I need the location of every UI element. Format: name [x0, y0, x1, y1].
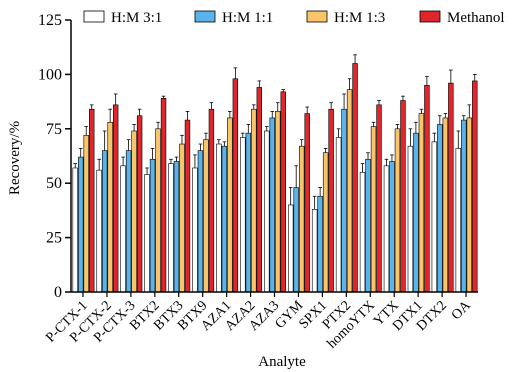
bar-h-m-1-3-p-ctx-3 — [131, 130, 137, 293]
bar-methanol-btx2 — [160, 98, 167, 293]
bar-h-m-1-1-spx1 — [317, 195, 323, 293]
legend-swatch — [83, 10, 105, 23]
bar-h-m-1-1-btx2 — [149, 158, 156, 293]
bar-h-m-3-1-p-ctx-1 — [72, 167, 78, 293]
bar-h-m-3-1-dtx1 — [407, 145, 414, 293]
bar-methanol-btx9 — [208, 108, 215, 293]
bar-h-m-3-1-dtx2 — [431, 141, 438, 293]
bar-h-m-1-3-ytx — [394, 128, 401, 293]
bar-methanol-ytx — [400, 100, 406, 293]
bar-h-m-1-3-aza2 — [251, 108, 257, 293]
bar-methanol-p-ctx-1 — [89, 108, 95, 293]
bar-h-m-1-1-oa — [461, 119, 467, 293]
bar-h-m-1-3-p-ctx-2 — [107, 121, 113, 293]
bar-h-m-1-3-p-ctx-1 — [83, 135, 89, 293]
bar-methanol-aza1 — [232, 78, 239, 293]
bar-h-m-3-1-aza2 — [240, 137, 246, 293]
legend-swatch — [419, 10, 441, 23]
bar-h-m-1-3-aza1 — [227, 117, 233, 293]
bar-h-m-3-1-homoytx — [359, 172, 366, 293]
bar-h-m-1-1-aza2 — [245, 132, 252, 293]
legend-label: Methanol — [447, 10, 505, 26]
bar-h-m-1-1-aza3 — [269, 117, 275, 293]
bar-h-m-3-1-spx1 — [311, 209, 318, 293]
bar-h-m-3-1-btx9 — [192, 167, 198, 293]
bar-methanol-aza2 — [256, 87, 263, 293]
bar-methanol-ptx2 — [352, 63, 358, 293]
bar-h-m-1-1-dtx2 — [437, 124, 443, 293]
bar-h-m-1-1-gym — [293, 187, 299, 293]
bar-h-m-3-1-aza3 — [264, 130, 270, 293]
bar-methanol-dtx2 — [448, 82, 454, 293]
bar-h-m-1-3-btx3 — [179, 143, 185, 293]
legend-swatch — [194, 10, 216, 23]
legend-label: H:M 3:1 — [111, 10, 162, 26]
bar-h-m-1-1-p-ctx-1 — [78, 156, 84, 293]
y-tick-label: 100 — [38, 66, 62, 83]
bar-h-m-3-1-p-ctx-3 — [120, 165, 126, 293]
bars — [72, 63, 478, 293]
bar-h-m-3-1-aza1 — [216, 143, 222, 293]
bar-h-m-3-1-p-ctx-2 — [96, 169, 102, 293]
y-tick-label: 25 — [46, 230, 62, 247]
bar-h-m-1-3-btx2 — [155, 128, 161, 293]
bar-h-m-1-3-aza3 — [275, 111, 281, 293]
x-axis-title: Analyte — [258, 354, 306, 370]
bar-h-m-1-3-oa — [466, 117, 472, 293]
y-axis-title: Recovery/% — [7, 121, 23, 195]
bar-h-m-1-1-ytx — [389, 161, 395, 293]
bar-methanol-homoytx — [376, 104, 382, 293]
bar-methanol-p-ctx-3 — [136, 115, 143, 293]
y-tick-label: 75 — [46, 121, 62, 138]
legend-label: H:M 1:1 — [222, 10, 273, 26]
bar-h-m-3-1-ptx2 — [335, 137, 342, 293]
bar-h-m-1-3-ptx2 — [346, 89, 353, 293]
bar-h-m-3-1-oa — [455, 148, 461, 293]
bar-h-m-1-1-btx9 — [197, 150, 204, 293]
y-tick-label: 50 — [46, 175, 62, 192]
bar-h-m-1-1-p-ctx-3 — [125, 150, 132, 293]
error-bars — [73, 54, 477, 210]
bar-h-m-1-1-p-ctx-2 — [101, 150, 108, 293]
bar-h-m-1-1-ptx2 — [341, 108, 347, 293]
bar-methanol-spx1 — [328, 108, 334, 293]
bar-h-m-3-1-gym — [287, 204, 294, 293]
bar-h-m-1-3-homoytx — [370, 126, 377, 293]
bar-h-m-1-3-btx9 — [203, 139, 209, 293]
y-tick-label: 0 — [54, 284, 62, 301]
bar-methanol-dtx1 — [424, 84, 430, 293]
bar-methanol-aza3 — [280, 91, 286, 293]
bar-h-m-1-1-aza1 — [221, 145, 228, 293]
bar-h-m-1-1-homoytx — [365, 158, 371, 293]
y-tick-label: 125 — [38, 12, 62, 29]
bar-h-m-3-1-btx2 — [144, 174, 150, 293]
bar-h-m-3-1-btx3 — [168, 163, 174, 293]
bar-methanol-p-ctx-2 — [112, 104, 119, 293]
bar-h-m-1-1-dtx1 — [413, 132, 419, 293]
bar-methanol-gym — [304, 113, 310, 293]
bar-h-m-1-3-spx1 — [322, 152, 329, 293]
bar-h-m-3-1-ytx — [383, 165, 390, 293]
x-category-label: OA — [449, 298, 475, 324]
bar-h-m-1-1-btx3 — [173, 161, 180, 293]
bar-h-m-1-3-dtx1 — [418, 113, 425, 293]
legend-label: H:M 1:3 — [334, 10, 385, 26]
legend: H:M 3:1 H:M 1:1 H:M 1:3 Methanol — [83, 10, 505, 26]
bar-methanol-btx3 — [184, 119, 191, 293]
bar-h-m-1-3-gym — [298, 145, 305, 293]
bar-h-m-1-3-dtx2 — [442, 117, 449, 293]
legend-swatch — [306, 10, 328, 23]
bar-methanol-oa — [472, 80, 478, 293]
